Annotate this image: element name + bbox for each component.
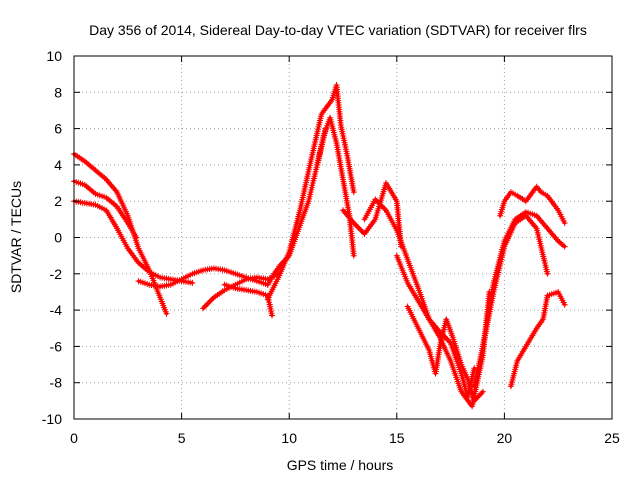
series-markers <box>264 82 357 303</box>
series-arc-14 <box>471 209 568 390</box>
series-arc-9 <box>314 114 357 259</box>
y-tick-label: 4 <box>54 157 62 173</box>
series-arc-8 <box>264 82 357 303</box>
y-tick-label: 0 <box>54 230 62 246</box>
x-tick-label: 25 <box>604 430 620 446</box>
series-markers <box>340 180 405 250</box>
y-tick-label: -4 <box>50 302 63 318</box>
y-tick-label: -6 <box>50 338 63 354</box>
x-tick-label: 20 <box>497 430 513 446</box>
x-axis-ticks: 0 5 10 15 20 25 <box>70 56 620 446</box>
y-tick-label: -2 <box>50 266 63 282</box>
series-markers <box>361 196 478 401</box>
y-tick-label: 2 <box>54 193 62 209</box>
data-series <box>71 82 568 410</box>
y-tick-label: 6 <box>54 121 62 137</box>
y-tick-label: 8 <box>54 84 62 100</box>
series-arc-11 <box>361 196 478 401</box>
y-tick-label: -8 <box>50 375 63 391</box>
series-arc-15 <box>479 212 551 350</box>
series-markers <box>479 212 551 350</box>
series-line <box>72 199 194 285</box>
series-markers <box>71 198 196 286</box>
y-tick-label: -10 <box>42 411 62 427</box>
series-markers <box>314 114 357 259</box>
series-line <box>509 290 567 388</box>
x-tick-label: 0 <box>70 430 78 446</box>
grid-lines <box>74 56 612 419</box>
series-arc-10 <box>340 180 405 250</box>
y-tick-label: 10 <box>46 48 62 64</box>
x-tick-label: 15 <box>389 430 405 446</box>
series-markers <box>404 303 486 404</box>
series-arc-3 <box>71 198 196 286</box>
y-axis-label: SDTVAR / TECUs <box>8 181 24 293</box>
series-markers <box>471 209 568 390</box>
x-tick-label: 10 <box>281 430 297 446</box>
x-axis-label: GPS time / hours <box>287 457 394 473</box>
series-arc-16 <box>497 183 568 226</box>
series-markers <box>497 183 568 226</box>
chart-title: Day 356 of 2014, Sidereal Day-to-day VTE… <box>89 22 587 38</box>
series-markers <box>507 288 568 390</box>
x-tick-label: 5 <box>178 430 186 446</box>
y-axis-ticks: -10 -8 -6 -4 -2 0 2 4 6 8 10 <box>42 48 612 427</box>
series-arc-13 <box>404 303 486 404</box>
series-arc-17 <box>507 288 568 390</box>
